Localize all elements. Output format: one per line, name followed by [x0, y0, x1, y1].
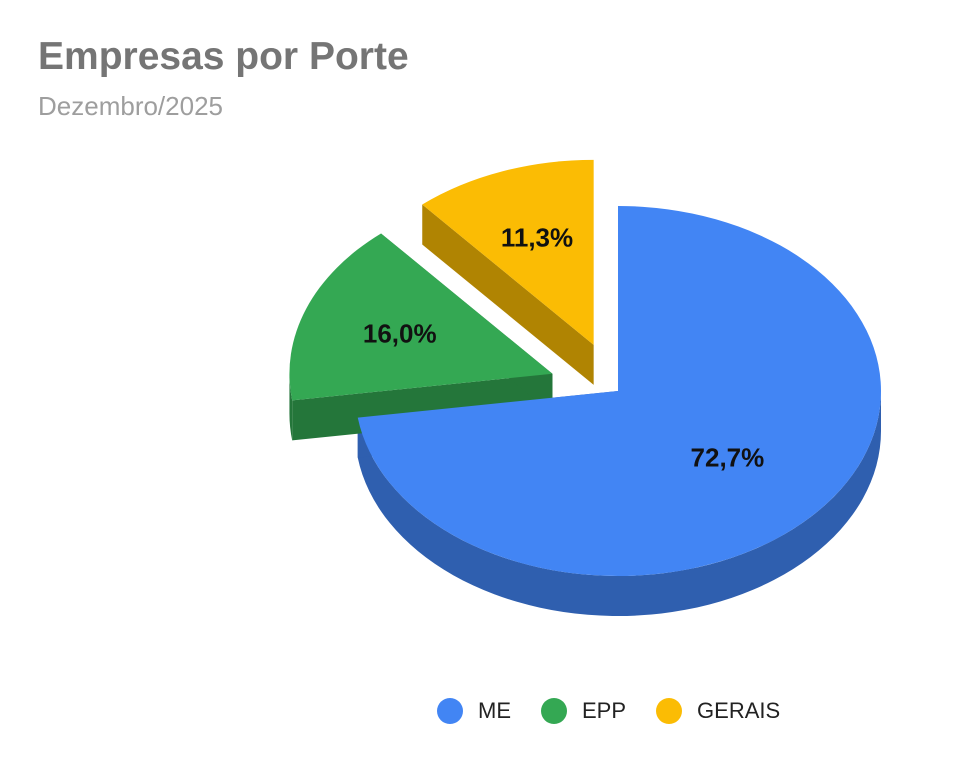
slice-label-epp: 16,0%: [363, 319, 437, 349]
slice-side-gerais: [422, 204, 594, 385]
chart-subtitle: Dezembro/2025: [38, 91, 223, 121]
legend-label: EPP: [582, 698, 627, 723]
legend-label: GERAIS: [697, 698, 781, 723]
slice-cut-wall: [422, 204, 594, 385]
chart-title: Empresas por Porte: [38, 35, 409, 78]
legend-swatch: [541, 698, 567, 724]
pie-chart: 72,7% 16,0% 11,3%: [289, 159, 882, 616]
slice-label-gerais: 11,3%: [501, 222, 573, 252]
chart-legend: ME EPP GERAIS: [437, 696, 780, 726]
legend-swatch: [656, 698, 683, 724]
slice-outer-wall: [357, 391, 882, 616]
legend-swatch: [437, 698, 463, 724]
legend-label: ME: [478, 698, 511, 723]
legend-item-epp: EPP: [541, 698, 626, 724]
slice-outer-wall: [289, 373, 293, 441]
legend-item-gerais: GERAIS: [656, 698, 780, 724]
pie-slice-epp: [289, 233, 553, 401]
pie-slice-gerais: [422, 159, 594, 345]
pie-slice-me: [357, 206, 882, 577]
legend-item-me: ME: [437, 698, 511, 724]
slice-label-me: 72,7%: [691, 443, 765, 473]
slice-cut-wall: [292, 373, 553, 441]
